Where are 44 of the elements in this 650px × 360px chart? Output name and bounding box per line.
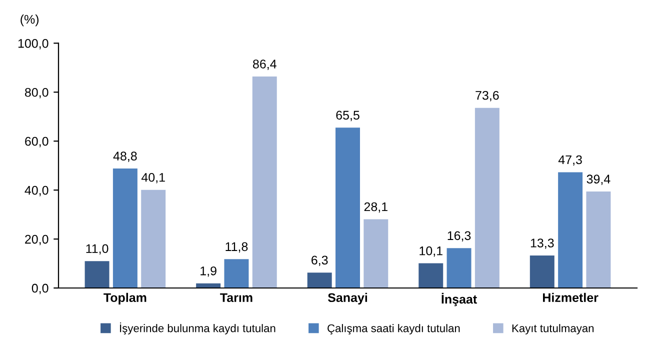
bar xyxy=(112,168,138,288)
bar xyxy=(474,108,500,288)
bar xyxy=(141,190,166,288)
x-tick-label: İnşaat xyxy=(442,292,477,306)
x-tick-label: Hizmetler xyxy=(543,292,598,302)
bar xyxy=(418,263,444,288)
data-label: 39,4 xyxy=(586,174,610,185)
bar xyxy=(252,76,277,288)
bar xyxy=(84,261,110,288)
y-tick-label: 40,0 xyxy=(24,186,48,196)
bar xyxy=(530,255,554,288)
legend-label: Çalışma saati kaydı tutulan xyxy=(328,324,460,334)
y-tick-label: 0,0 xyxy=(32,284,48,294)
data-label: 11,0 xyxy=(86,244,108,255)
legend-label: Kayıt tutulmayan xyxy=(512,324,594,334)
bar xyxy=(336,128,360,288)
y-tick-label: 20,0 xyxy=(25,234,48,246)
data-label: 11,8 xyxy=(226,242,248,253)
data-label: 6,3 xyxy=(312,256,328,266)
data-label: 47,3 xyxy=(558,155,582,166)
y-tick-label: 80,0 xyxy=(24,88,48,98)
data-label: 65,5 xyxy=(336,110,360,122)
data-label: 13,3 xyxy=(530,238,554,249)
bar xyxy=(558,172,583,288)
legend-label: İşyerinde bulunma kaydı tutulan xyxy=(120,322,276,334)
bar xyxy=(446,248,472,288)
y-tick-label: 60,0 xyxy=(25,136,48,148)
bar xyxy=(307,272,332,288)
data-label: 10,1 xyxy=(420,246,442,257)
data-label: 86,4 xyxy=(253,60,276,70)
data-label: 16,3 xyxy=(448,231,471,242)
data-label: 1,9 xyxy=(200,266,216,277)
data-label: 48,8 xyxy=(113,152,137,162)
bar xyxy=(224,259,249,288)
x-tick-label: Sanayi xyxy=(328,292,368,305)
y-tick-label: 100,0 xyxy=(18,39,48,50)
x-tick-label: Toplam xyxy=(104,292,146,305)
y-axis-title: (%) xyxy=(20,14,39,26)
data-label: 40,1 xyxy=(141,172,165,184)
data-label: 73,6 xyxy=(476,90,499,102)
bar xyxy=(364,219,388,288)
x-tick-label: Tarım xyxy=(220,293,252,302)
data-label: 28,1 xyxy=(364,202,388,213)
bar xyxy=(586,192,611,288)
